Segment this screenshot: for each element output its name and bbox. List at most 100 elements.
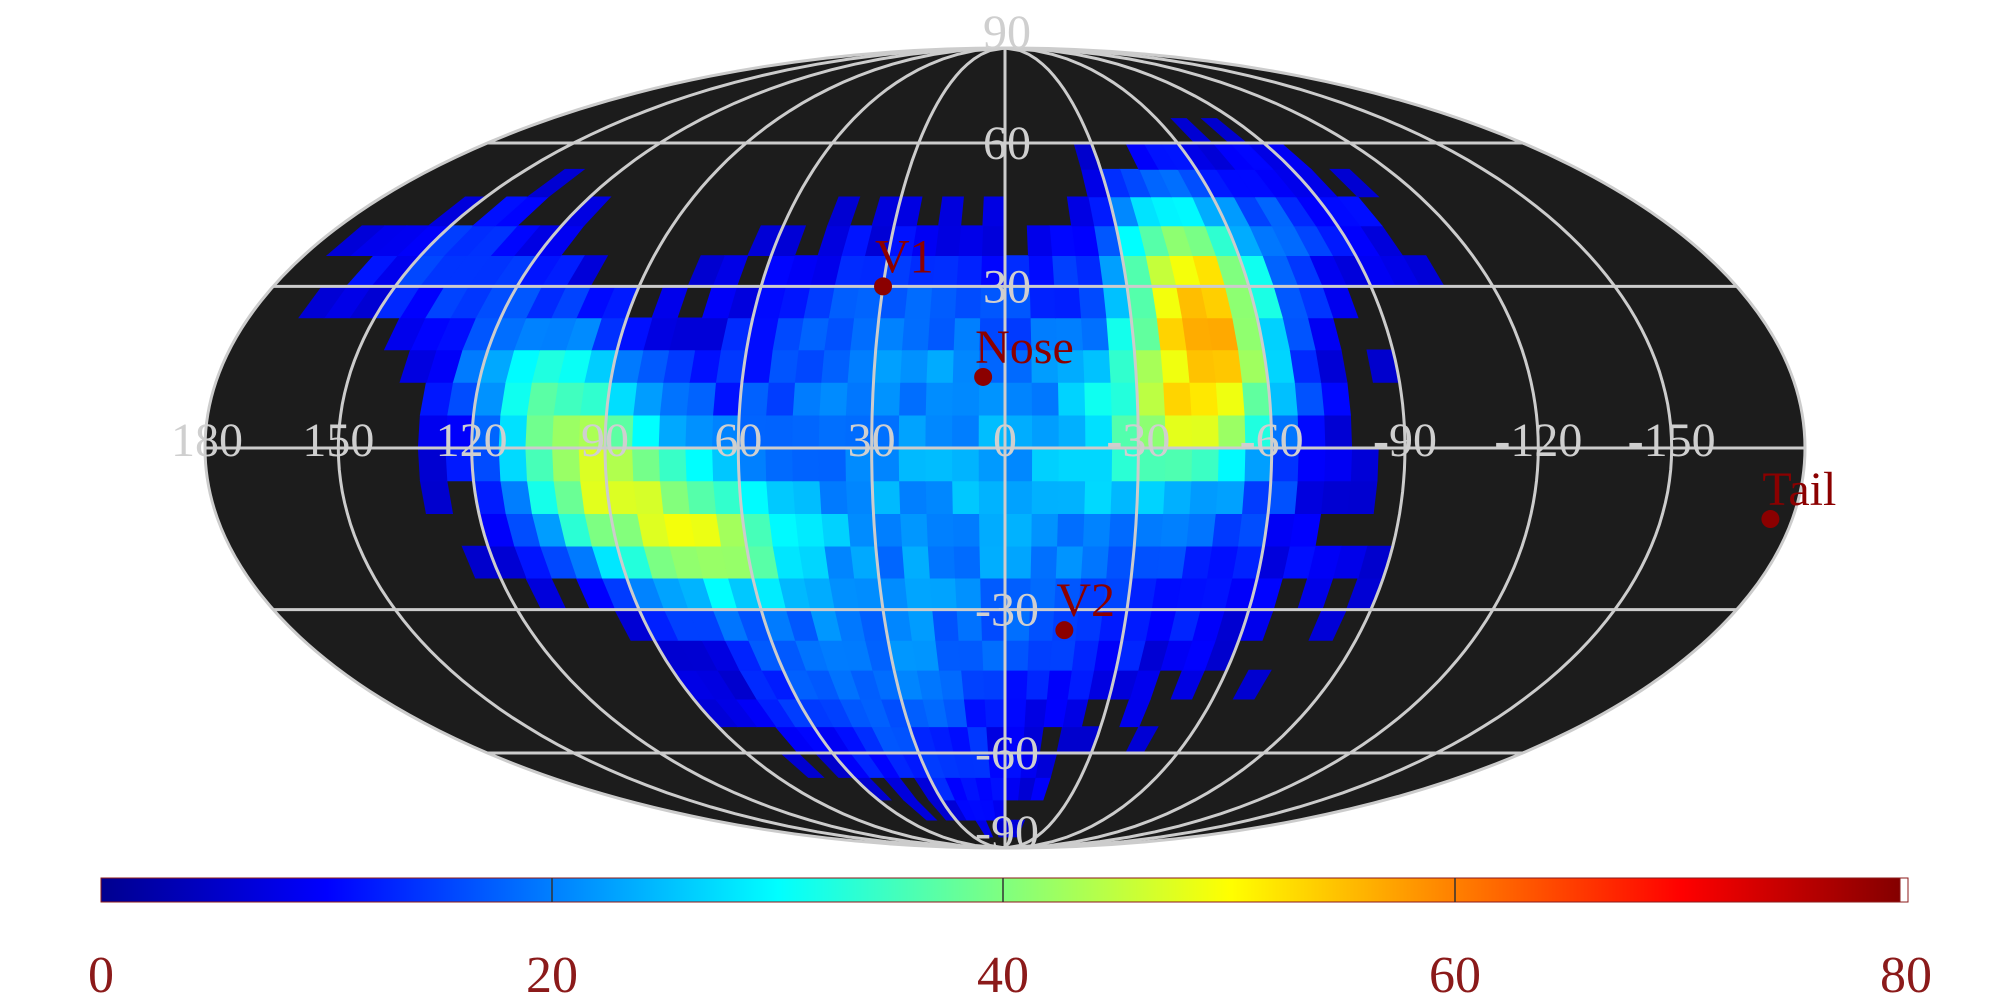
- intensity-pixel: [983, 698, 1006, 728]
- intensity-pixel: [794, 349, 825, 383]
- intensity-pixel: [551, 414, 581, 449]
- intensity-pixel: [684, 414, 714, 449]
- intensity-pixel: [791, 414, 820, 449]
- intensity-pixel: [765, 480, 796, 514]
- colorbar-tick-40: 40: [977, 947, 1029, 1000]
- intensity-pixel: [1136, 381, 1165, 416]
- intensity-pixel: [818, 480, 848, 514]
- intensity-pixel: [977, 480, 1006, 514]
- marker-dot: [874, 277, 893, 296]
- intensity-pixel: [951, 447, 979, 482]
- intensity-pixel: [846, 513, 877, 547]
- intensity-pixel: [712, 381, 743, 416]
- intensity-pixel: [1071, 225, 1099, 257]
- intensity-pixel: [684, 447, 714, 482]
- intensity-pixel: [1136, 480, 1165, 514]
- intensity-pixel: [1082, 513, 1111, 547]
- intensity-pixel: [898, 480, 927, 514]
- intensity-pixel: [471, 196, 529, 227]
- intensity-pixel: [873, 513, 903, 547]
- intensity-pixel: [551, 447, 581, 482]
- intensity-pixel: [951, 381, 980, 416]
- intensity-pixel: [1211, 513, 1243, 547]
- intensity-pixel: [1293, 381, 1325, 416]
- intensity-pixel: [901, 317, 930, 351]
- intensity-pixel: [1214, 381, 1245, 416]
- intensity-pixel: [738, 381, 769, 416]
- intensity-pixel: [1288, 513, 1322, 547]
- intensity-pixel: [934, 640, 962, 671]
- intensity-pixel: [1288, 349, 1322, 383]
- intensity-pixel: [524, 447, 554, 482]
- intensity-pixel: [1004, 777, 1021, 801]
- longitude-label: -120: [1494, 414, 1582, 467]
- intensity-pixel: [871, 381, 901, 416]
- intensity-pixel: [526, 381, 559, 416]
- intensity-pixel: [767, 513, 799, 547]
- intensity-pixel: [1190, 447, 1219, 482]
- intensity-pixel: [791, 447, 820, 482]
- intensity-pixel: [903, 285, 933, 319]
- intensity-pixel: [1031, 447, 1059, 482]
- intensity-pixel: [1057, 447, 1086, 482]
- graticule: [203, 46, 1807, 850]
- intensity-pixel: [657, 447, 687, 482]
- longitude-label: 90: [581, 414, 629, 467]
- intensity-pixel: [1046, 669, 1072, 700]
- intensity-pixel: [1057, 381, 1086, 416]
- longitude-label: -30: [1106, 414, 1170, 467]
- intensity-pixel: [897, 447, 926, 482]
- intensity-pixel: [875, 545, 905, 579]
- longitude-label: 0: [993, 414, 1017, 467]
- intensity-pixel: [899, 349, 928, 383]
- colorbar-tick-60: 60: [1429, 947, 1481, 1000]
- intensity-pixel: [903, 577, 933, 610]
- intensity-pixel: [1057, 414, 1086, 449]
- colorbar-gradient: [100, 877, 1908, 903]
- intensity-pixel: [817, 447, 846, 482]
- intensity-pixel: [1109, 381, 1139, 416]
- colorbar: 0 20 40 60 80: [88, 877, 1932, 1000]
- intensity-pixel: [712, 480, 743, 514]
- intensity-pixel: [1241, 381, 1272, 416]
- intensity-pixel: [1030, 513, 1059, 547]
- intensity-pixel: [1267, 381, 1298, 416]
- intensity-pixel: [820, 513, 851, 547]
- intensity-pixel: [1162, 480, 1192, 514]
- intensity-pixel: [524, 414, 554, 449]
- intensity-pixel: [1105, 317, 1135, 351]
- intensity-pixel: [897, 414, 926, 449]
- intensity-pixel: [1030, 480, 1059, 514]
- intensity-pixel: [952, 545, 981, 579]
- intensity-pixel: [1074, 255, 1104, 287]
- intensity-pixel: [1066, 196, 1095, 227]
- intensity-pixel: [928, 285, 957, 319]
- marker-dot: [1761, 510, 1780, 529]
- intensity-pixel: [1181, 317, 1213, 351]
- longitude-label: 30: [848, 414, 896, 467]
- marker-dot: [1055, 621, 1074, 640]
- longitude-label: 60: [714, 414, 762, 467]
- intensity-pixel: [924, 381, 953, 416]
- intensity-pixel: [823, 545, 855, 579]
- intensity-pixel: [791, 381, 822, 416]
- intensity-pixel: [659, 381, 690, 416]
- intensity-pixel: [1133, 513, 1164, 547]
- intensity-pixel: [978, 545, 1006, 579]
- intensity-pixel: [1107, 513, 1137, 547]
- intensity-pixel: [898, 381, 927, 416]
- intensity-pixel: [1188, 381, 1219, 416]
- intensity-pixel: [526, 168, 586, 198]
- intensity-pixel: [1026, 225, 1053, 257]
- intensity-pixel: [1004, 480, 1033, 514]
- intensity-pixel: [817, 414, 846, 449]
- intensity-pixel: [1346, 480, 1378, 514]
- intensity-pixel: [1323, 447, 1353, 482]
- intensity-pixel: [963, 698, 987, 728]
- intensity-pixel: [1025, 669, 1050, 700]
- intensity-pixel: [926, 545, 956, 579]
- intensity-pixel: [419, 381, 454, 416]
- intensity-pixel: [928, 577, 957, 610]
- intensity-pixel: [632, 381, 664, 416]
- intensity-pixel: [526, 480, 559, 514]
